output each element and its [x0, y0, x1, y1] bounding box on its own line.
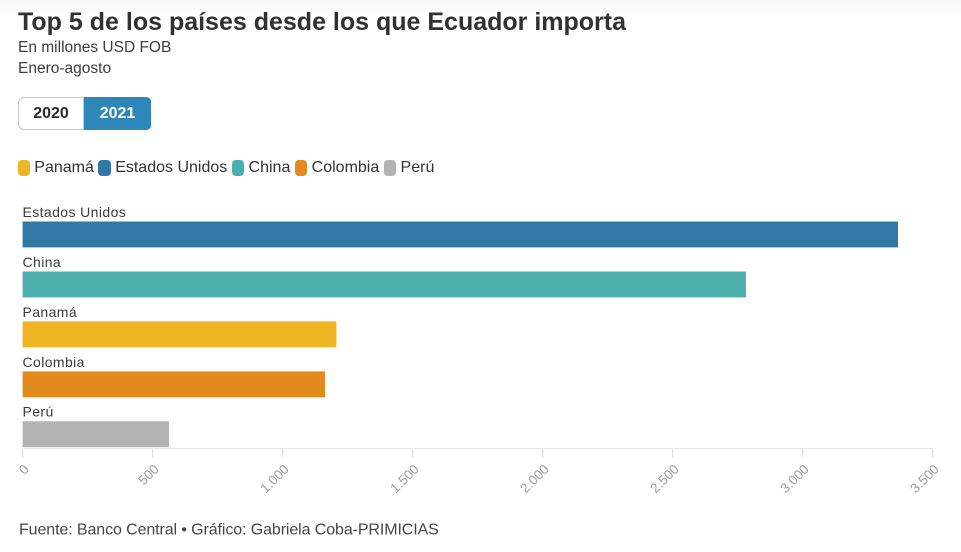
svg-text:1.000: 1.000 — [257, 462, 292, 497]
svg-text:Colombia: Colombia — [23, 354, 85, 370]
svg-text:0: 0 — [16, 462, 32, 478]
svg-text:Estados Unidos: Estados Unidos — [23, 204, 127, 220]
svg-text:3.500: 3.500 — [907, 462, 942, 497]
svg-text:2.500: 2.500 — [647, 462, 682, 497]
svg-text:3.000: 3.000 — [777, 462, 812, 497]
svg-text:500: 500 — [135, 462, 162, 489]
svg-text:China: China — [23, 254, 62, 270]
svg-text:2.000: 2.000 — [517, 462, 552, 497]
svg-text:Fuente: Banco Central • Gráfic: Fuente: Banco Central • Gráfico: Gabriel… — [19, 522, 439, 539]
svg-text:Panamá: Panamá — [23, 304, 78, 320]
svg-text:1.500: 1.500 — [387, 462, 422, 497]
svg-text:Perú: Perú — [23, 404, 54, 420]
